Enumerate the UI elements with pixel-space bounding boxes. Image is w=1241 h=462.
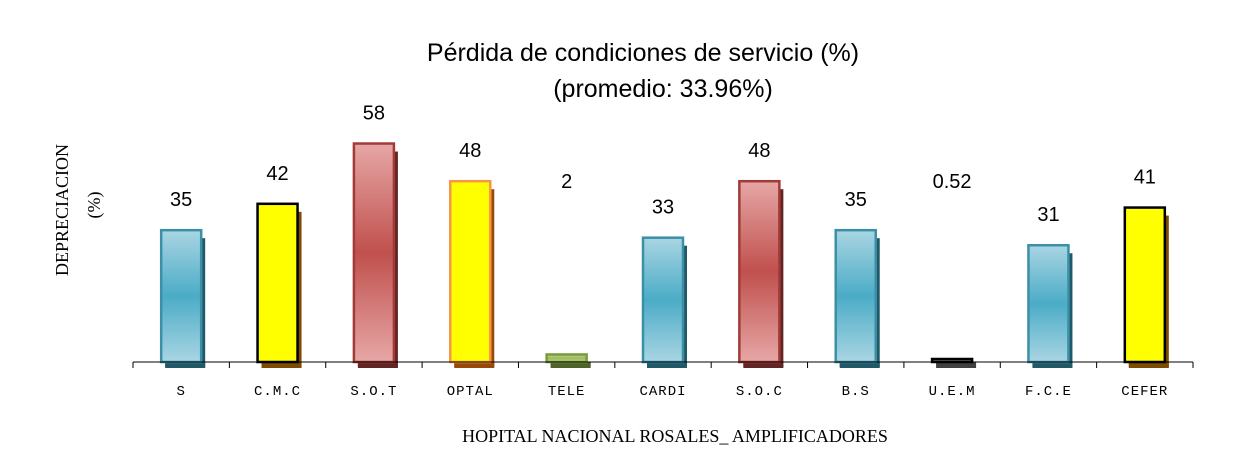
bar-tele: [545, 353, 588, 364]
bar-base: [357, 362, 398, 367]
value-label: 31: [1037, 204, 1059, 226]
bar-soc: [738, 179, 781, 364]
x-tick-label: U.E.M: [929, 384, 976, 400]
value-label: 33: [652, 197, 674, 219]
value-label: 0.52: [933, 171, 972, 193]
value-labels: 35 42 58 48 2 33 48 35 0.52 31 41: [170, 103, 1156, 227]
value-label: 48: [459, 140, 481, 162]
y-axis-label: DEPRECIACION: [52, 144, 72, 276]
value-label: 42: [266, 163, 288, 185]
bar-base: [165, 362, 206, 367]
bar-bs: [834, 228, 877, 364]
chart-title: Pérdida de condiciones de servicio (%): [427, 39, 859, 67]
x-tick-label: CARDI: [639, 384, 686, 400]
bar-base: [261, 362, 302, 367]
x-tick-label: CEFER: [1121, 384, 1168, 400]
bar-cmc: [256, 202, 299, 364]
bar-base: [647, 362, 687, 367]
bar-optal: [449, 179, 492, 364]
value-label: 48: [748, 140, 770, 162]
x-tick-label: S: [176, 384, 185, 400]
value-label: 41: [1134, 167, 1156, 189]
value-label: 35: [170, 189, 192, 211]
bar-base: [1032, 362, 1073, 367]
x-tick-label: C.M.C: [254, 384, 301, 400]
y-axis-unit-label: (%): [84, 192, 105, 219]
x-tick-label: B.S: [842, 384, 870, 400]
bar-s: [159, 228, 203, 364]
x-tick-label: TELE: [548, 384, 586, 400]
x-tick-label: S.O.C: [736, 384, 783, 400]
value-label: 58: [363, 103, 385, 125]
bar-shadow: [936, 367, 977, 368]
x-tick-label: F.C.E: [1025, 384, 1072, 400]
bar-base: [743, 362, 784, 367]
bar-base: [454, 362, 495, 367]
x-axis-label: HOPITAL NACIONAL ROSALES_ AMPLIFICADORES: [462, 426, 888, 446]
chart-subtitle: (promedio: 33.96%): [553, 75, 773, 103]
bar-base: [839, 362, 880, 367]
bar-base: [1128, 362, 1169, 367]
x-axis-ticks: [132, 362, 1194, 368]
bar-base: [550, 362, 591, 367]
bar-cefer: [1123, 206, 1167, 364]
x-tick-label: OPTAL: [447, 384, 494, 400]
value-label: 2: [561, 171, 572, 193]
x-tick-label: S.O.T: [350, 384, 397, 400]
bar-sot: [352, 142, 396, 364]
bars-group: [159, 142, 1169, 368]
bar-fce: [1027, 243, 1070, 364]
bar-base: [936, 362, 977, 367]
bar-cardi: [641, 236, 685, 364]
x-axis-tick-labels: S C.M.C S.O.T OPTAL TELE CARDI S.O.C B.S U.E.M F.…: [176, 384, 1168, 400]
value-label: 35: [845, 189, 867, 211]
